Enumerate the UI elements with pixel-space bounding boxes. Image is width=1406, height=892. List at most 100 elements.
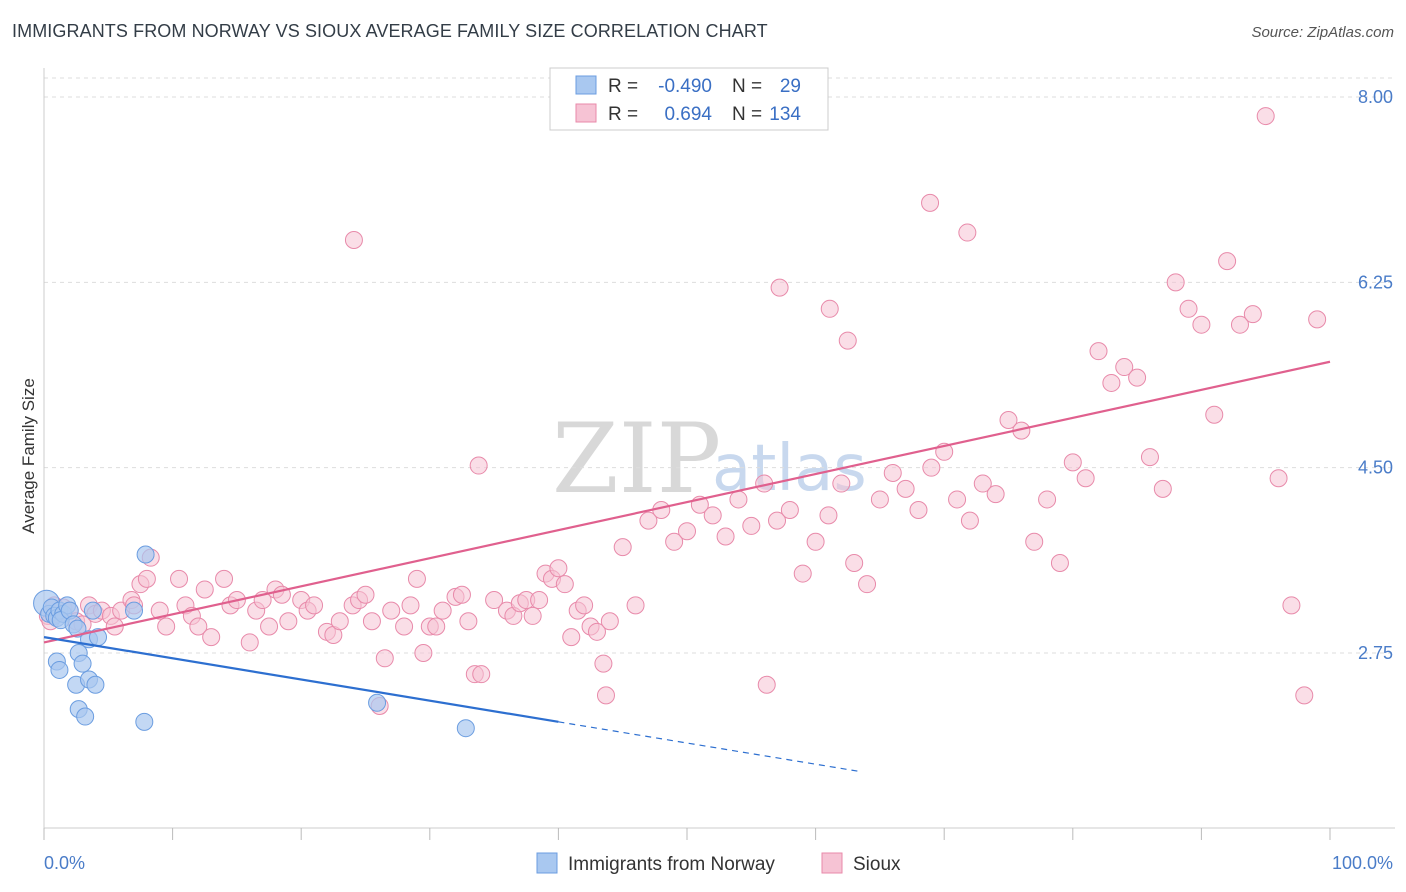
legend-swatch-norway [575, 75, 597, 95]
sioux-point [279, 612, 298, 631]
sioux-point [240, 633, 259, 652]
sioux-point [1140, 448, 1159, 467]
norway-point [68, 619, 87, 638]
norway-point [125, 601, 144, 620]
sioux-point [1282, 596, 1301, 615]
sioux-point [960, 511, 979, 530]
sioux-point [356, 585, 375, 604]
sioux-point [215, 569, 234, 588]
sioux-point [626, 596, 645, 615]
bottom-legend-label-sioux: Sioux [853, 854, 901, 875]
sioux-point [729, 490, 748, 509]
sioux-point [870, 490, 889, 509]
sioux-point [1025, 532, 1044, 551]
sioux-point [958, 223, 977, 242]
legend-r-label-sioux: R = [608, 104, 638, 125]
y-axis-title: Average Family Size [19, 378, 38, 534]
sioux-point [1192, 315, 1211, 334]
sioux-point [1115, 358, 1134, 377]
x-tick-label-max: 100.0% [1332, 853, 1393, 873]
legend-n-value-norway: 29 [780, 76, 801, 97]
sioux-point [587, 622, 606, 641]
sioux-point [973, 474, 992, 493]
y-tick-label: 6.25 [1358, 272, 1393, 292]
sioux-point [459, 612, 478, 631]
sioux-point [838, 331, 857, 350]
sioux-point [703, 506, 722, 525]
norway-point [50, 660, 69, 679]
chart-title: IMMIGRANTS FROM NORWAY VS SIOUX AVERAGE … [12, 21, 768, 41]
bottom-legend-swatch-norway [536, 852, 558, 874]
norway-point [73, 654, 92, 673]
sioux-point [189, 617, 208, 636]
sioux-point [395, 617, 414, 636]
x-tick-label-min: 0.0% [44, 853, 85, 873]
y-tick-label: 2.75 [1358, 643, 1393, 663]
sioux-point [401, 596, 420, 615]
sioux-point [382, 601, 401, 620]
sioux-point [858, 575, 877, 594]
sioux-points [38, 107, 1327, 715]
norway-point [86, 675, 105, 694]
sioux-point [555, 575, 574, 594]
grid-lines [44, 77, 1395, 654]
sioux-point [1179, 299, 1198, 318]
legend-n-value-sioux: 134 [769, 104, 801, 125]
sioux-point [770, 278, 789, 297]
norway-point [456, 719, 475, 738]
sioux-point [600, 612, 619, 631]
norway-point [135, 712, 154, 731]
sioux-point [575, 596, 594, 615]
sioux-point [407, 569, 426, 588]
series-legend: Immigrants from Norway Sioux [536, 852, 901, 875]
sioux-point [523, 606, 542, 625]
sioux-point [639, 511, 658, 530]
y-tick-label: 8.00 [1358, 87, 1393, 107]
trend-lines [43, 360, 1331, 773]
sioux-point [362, 612, 381, 631]
sioux-trend-line [43, 360, 1331, 644]
sioux-point [948, 490, 967, 509]
y-tick-label: 4.50 [1358, 458, 1393, 478]
sioux-point [883, 463, 902, 482]
norway-point [136, 545, 155, 564]
sioux-point [1166, 273, 1185, 292]
sioux-point [1256, 107, 1275, 126]
sioux-point [549, 559, 568, 578]
watermark-zip: ZIP [552, 403, 721, 515]
norway-point [76, 707, 95, 726]
x-ticks [43, 828, 1331, 840]
sioux-point [472, 665, 491, 684]
sioux-point [909, 501, 928, 520]
sioux-point [1308, 310, 1327, 329]
sioux-point [922, 458, 941, 477]
sioux-point [305, 596, 324, 615]
norway-point [368, 693, 387, 712]
sioux-point [921, 193, 940, 212]
sioux-point [1050, 553, 1069, 572]
sioux-point [716, 527, 735, 546]
sioux-point [485, 591, 504, 610]
sioux-point [1269, 469, 1288, 488]
sioux-point [1243, 305, 1262, 324]
sioux-point [150, 601, 169, 620]
legend-swatch-sioux [575, 103, 597, 123]
sioux-point [768, 511, 787, 530]
sioux-point [678, 522, 696, 541]
sioux-point [1205, 405, 1224, 424]
sioux-point [806, 532, 825, 551]
sioux-point [757, 675, 776, 694]
sioux-point [819, 506, 838, 525]
legend-r-value-norway: -0.490 [658, 76, 712, 97]
sioux-point [742, 516, 761, 535]
norway-trend-extension [558, 721, 861, 773]
sioux-point [375, 649, 394, 668]
sioux-point [562, 628, 581, 647]
sioux-point [1128, 368, 1147, 387]
sioux-point [596, 686, 615, 705]
bottom-legend-swatch-sioux [821, 852, 843, 874]
sioux-point [999, 411, 1018, 430]
sioux-point [780, 501, 799, 520]
sioux-point [896, 479, 915, 498]
sioux-point [452, 585, 471, 604]
